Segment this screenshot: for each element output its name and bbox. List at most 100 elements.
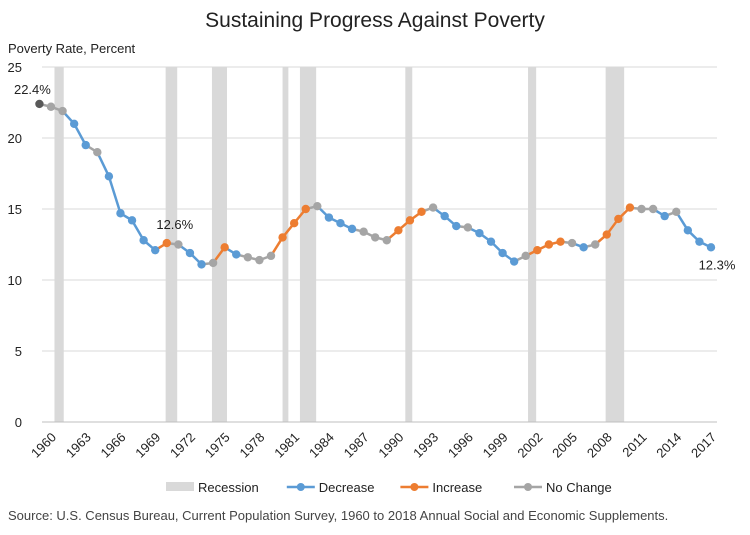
recession-band [282, 67, 289, 422]
data-point [347, 224, 357, 234]
data-point [371, 233, 380, 242]
y-tick-label: 0 [15, 415, 22, 430]
y-tick-label: 20 [8, 131, 22, 146]
data-point [544, 240, 554, 249]
x-tick-label: 1960 [28, 430, 59, 461]
data-point [382, 236, 391, 245]
y-tick-label: 5 [15, 344, 22, 359]
data-point [197, 260, 206, 269]
data-label: 12.6% [156, 217, 193, 232]
data-point [35, 99, 44, 109]
data-point [278, 233, 287, 242]
data-point [46, 102, 56, 111]
data-point [591, 240, 600, 249]
x-tick-label: 2014 [653, 430, 684, 461]
data-point [706, 243, 716, 252]
data-point [266, 251, 276, 261]
data-point [313, 201, 322, 211]
x-tick-label: 1984 [306, 430, 337, 461]
data-point [104, 172, 114, 181]
legend-marker [524, 483, 532, 491]
legend-label: Increase [432, 480, 482, 495]
data-label: 22.4% [14, 82, 51, 97]
x-tick-label: 2008 [584, 430, 615, 461]
x-tick-label: 1990 [375, 430, 406, 461]
legend-label: Decrease [319, 480, 375, 495]
data-point [463, 223, 473, 232]
data-point [405, 216, 415, 225]
data-point [301, 204, 310, 214]
data-label: 12.3% [699, 257, 736, 272]
x-tick-label: 1981 [271, 430, 302, 461]
legend-item-no-change: No Change [514, 480, 612, 495]
x-tick-label: 1993 [410, 430, 441, 461]
y-tick-label: 15 [8, 202, 22, 217]
data-point [208, 258, 218, 268]
data-point [394, 226, 403, 235]
data-point [417, 207, 426, 217]
x-tick-label: 1966 [98, 430, 129, 461]
legend-marker [296, 483, 305, 491]
data-point [695, 237, 704, 246]
data-point [614, 214, 623, 224]
legend-marker [410, 483, 419, 491]
data-point [162, 238, 171, 248]
data-point [625, 203, 635, 212]
y-tick-label: 10 [8, 273, 22, 288]
data-point [521, 251, 530, 261]
data-point [579, 243, 588, 252]
legend: Recession Decrease Increase No Change [166, 480, 612, 495]
recession-band [405, 67, 413, 422]
recession-band [54, 67, 64, 422]
data-point [174, 240, 183, 249]
x-tick-label: 1996 [445, 430, 476, 461]
recession-band [605, 67, 625, 422]
data-point [440, 211, 449, 221]
data-point [648, 204, 658, 214]
x-tick-label: 2011 [619, 430, 649, 460]
annotation-labels: 22.4% 12.6% 12.3% [14, 82, 736, 272]
recession-bands [54, 67, 625, 422]
data-point [637, 204, 646, 214]
x-tick-label: 1978 [236, 430, 267, 461]
x-tick-label: 1963 [63, 430, 94, 461]
data-point [185, 248, 195, 258]
data-point [69, 119, 79, 128]
legend-swatch [166, 482, 194, 491]
data-point [683, 226, 693, 235]
data-point [556, 237, 565, 246]
data-point [243, 253, 253, 262]
data-point [336, 219, 345, 228]
legend-label: No Change [546, 480, 612, 495]
data-point [660, 211, 669, 221]
data-point [602, 230, 611, 239]
legend-label: Recession [198, 480, 259, 495]
data-point [486, 237, 496, 246]
data-point [81, 140, 90, 150]
data-point [289, 219, 299, 228]
x-tick-label: 1975 [202, 430, 233, 461]
series-segment [96, 150, 111, 178]
x-tick-label: 1999 [480, 430, 511, 461]
gridlines [42, 66, 717, 352]
x-tick-label: 2002 [514, 430, 545, 461]
series-points [35, 99, 716, 269]
data-point [428, 203, 438, 212]
data-point [475, 228, 484, 238]
legend-item-decrease: Decrease [286, 480, 375, 495]
data-point [151, 245, 160, 255]
chart-title: Sustaining Progress Against Poverty [205, 9, 545, 32]
x-tick-label: 1987 [341, 430, 372, 461]
recession-band [299, 67, 317, 422]
x-tick-label: 1972 [167, 430, 198, 461]
data-point [232, 250, 241, 259]
data-point [255, 255, 264, 265]
data-point [127, 216, 137, 225]
data-point [58, 106, 67, 116]
data-point [498, 248, 507, 258]
data-point [452, 221, 461, 231]
data-point [359, 227, 368, 236]
data-point [220, 243, 229, 252]
x-tick-label: 1969 [132, 430, 163, 461]
